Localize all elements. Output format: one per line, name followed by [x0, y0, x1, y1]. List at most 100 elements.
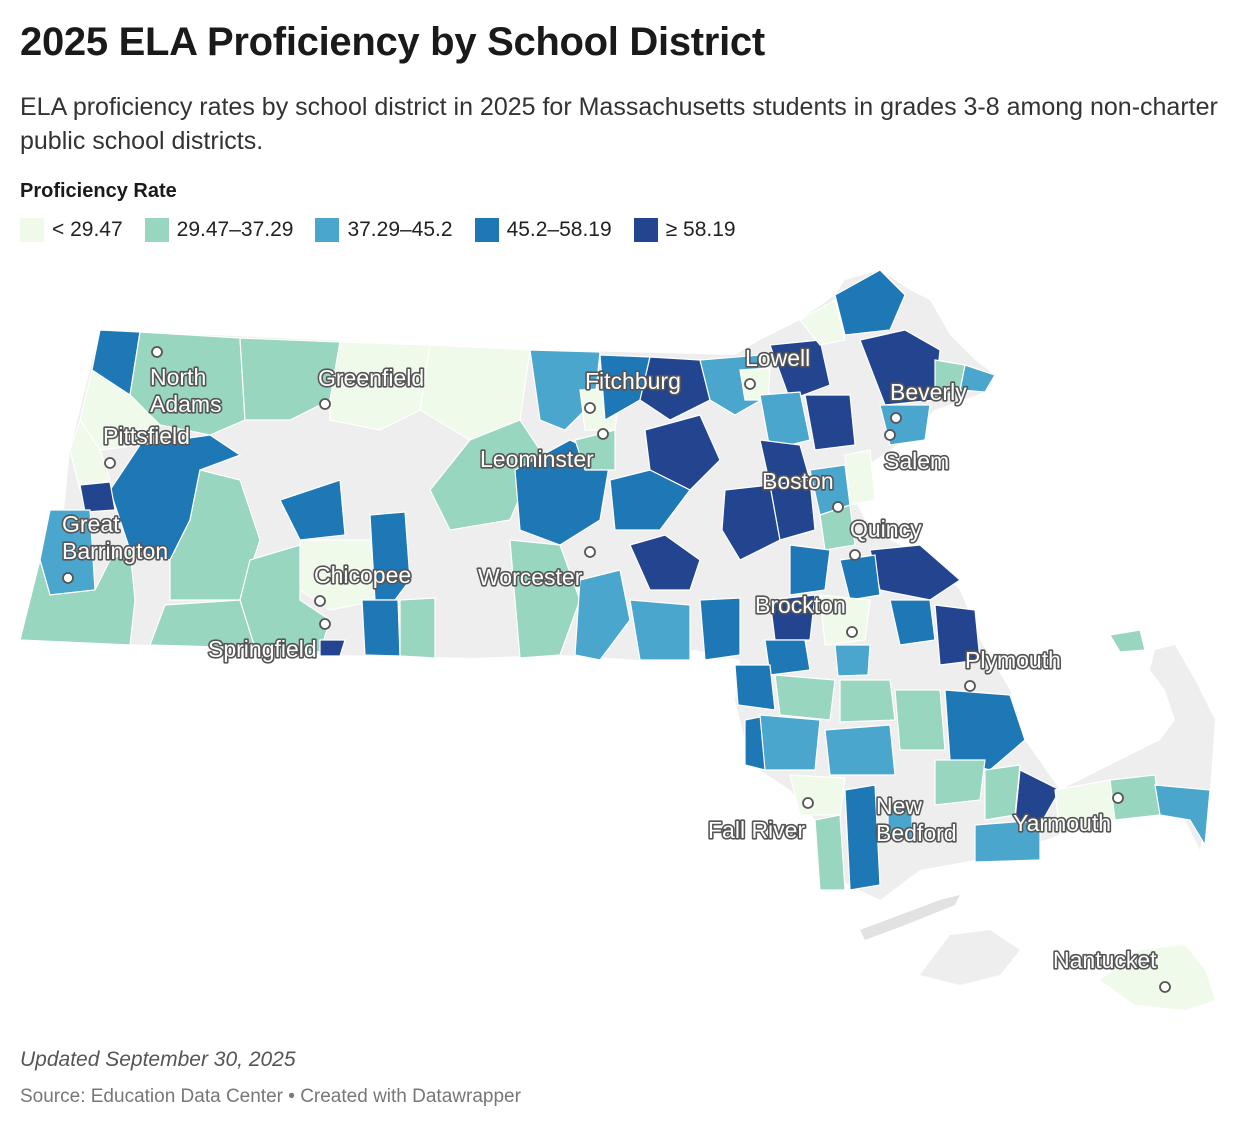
- city-label: Chicopee: [314, 562, 411, 588]
- legend-label: ≥ 58.19: [665, 218, 736, 241]
- district-region: [609, 469, 691, 531]
- legend-item-bin-3: 37.29–45.2: [315, 218, 453, 242]
- legend-item-bin-1: < 29.47: [20, 218, 123, 242]
- city-dot: [1112, 792, 1124, 804]
- legend-swatch: [633, 218, 658, 242]
- city-label: Worcester: [478, 564, 583, 590]
- district-regions: [19, 269, 1211, 891]
- city-lowell: Lowell: [743, 343, 812, 390]
- district-region: [79, 481, 116, 513]
- legend-label: 29.47–37.29: [176, 218, 294, 241]
- district-region: [944, 689, 1026, 771]
- district-region: [789, 774, 846, 816]
- city-salem: Salem: [882, 429, 951, 476]
- legend-label: 37.29–45.2: [347, 218, 453, 241]
- city-label: Plymouth: [965, 647, 1061, 673]
- district-region: [834, 269, 906, 336]
- city-label: Great Barrington: [62, 511, 168, 564]
- city-dot: [884, 429, 896, 441]
- nantucket-island: [1100, 945, 1215, 1010]
- city-markers: North Adams Greenfield Pittsfield Great Ba…: [60, 343, 1171, 993]
- elizabeth-islands: [860, 895, 960, 940]
- district-region: [769, 594, 816, 641]
- district-region: [279, 479, 346, 541]
- district-region: [889, 599, 936, 646]
- district-region: [399, 597, 436, 659]
- city-dot: [802, 797, 814, 809]
- city-quincy: Quincy: [848, 514, 924, 561]
- city-greenfield: Greenfield: [316, 363, 426, 410]
- legend-item-bin-4: 45.2–58.19: [474, 218, 612, 242]
- district-region: [429, 419, 541, 531]
- city-north-adams: North Adams: [148, 346, 223, 419]
- city-dot: [319, 618, 331, 630]
- district-region: [839, 679, 896, 723]
- city-dot: [744, 378, 756, 390]
- city-label: Quincy: [850, 516, 922, 542]
- district-region: [1014, 769, 1061, 826]
- city-label: Fall River: [708, 817, 805, 843]
- marthas-vineyard: [920, 930, 1020, 985]
- district-region: [759, 439, 811, 486]
- city-dot: [832, 501, 844, 513]
- city-worcester: Worcester: [476, 546, 596, 592]
- district-region: [799, 299, 846, 346]
- district-region: [764, 639, 811, 676]
- massachusetts-district-map: North Adams Greenfield Pittsfield Great Ba…: [19, 269, 1215, 1010]
- city-fitchburg: Fitchburg: [583, 366, 682, 414]
- district-region: [19, 549, 136, 646]
- district-region: [774, 674, 836, 721]
- city-label: Leominster: [480, 446, 594, 472]
- district-region: [361, 599, 401, 657]
- district-region: [759, 391, 811, 451]
- city-label: Yarmouth: [1013, 810, 1111, 836]
- district-region: [734, 664, 776, 711]
- legend: < 29.47 29.47–37.29 37.29–45.2 45.2–58.1…: [20, 218, 758, 242]
- city-leominster: Leominster: [478, 428, 609, 474]
- district-region: [699, 597, 741, 661]
- city-dot: [151, 346, 163, 358]
- district-region: [721, 484, 781, 561]
- city-label: Fitchburg: [585, 368, 681, 394]
- district-region: [574, 569, 631, 661]
- city-pittsfield: Pittsfield: [101, 421, 192, 469]
- city-dot: [890, 412, 902, 424]
- city-new-bedford: New Bedford: [874, 791, 958, 847]
- legend-swatch: [315, 218, 340, 242]
- source-credit: Source: Education Data Center • Created …: [20, 1086, 521, 1107]
- city-dot: [846, 626, 858, 638]
- legend-item-bin-2: 29.47–37.29: [144, 218, 294, 242]
- city-springfield: Springfield: [206, 618, 331, 664]
- city-dot: [62, 572, 74, 584]
- district-region: [844, 449, 876, 506]
- legend-label: < 29.47: [52, 218, 123, 241]
- updated-date: Updated September 30, 2025: [20, 1048, 296, 1071]
- city-plymouth: Plymouth: [963, 645, 1062, 692]
- city-dot: [964, 680, 976, 692]
- district-region: [1154, 784, 1211, 847]
- district-region: [239, 544, 331, 653]
- city-brockton: Brockton: [753, 590, 858, 638]
- city-dot: [875, 826, 887, 838]
- city-dot: [849, 549, 861, 561]
- district-region: [934, 604, 981, 666]
- chart-title: 2025 ELA Proficiency by School District: [20, 20, 765, 64]
- district-region: [844, 784, 881, 891]
- city-label: Boston: [762, 468, 834, 494]
- district-region: [319, 639, 346, 657]
- district-region: [804, 394, 856, 451]
- city-fall-river: Fall River: [706, 797, 814, 845]
- district-region: [934, 359, 966, 399]
- city-label: New Bedford: [876, 793, 957, 846]
- district-region: [839, 554, 881, 601]
- legend-swatch: [474, 218, 499, 242]
- city-label: Lowell: [745, 345, 810, 371]
- district-region: [887, 807, 913, 841]
- district-region: [769, 339, 831, 401]
- legend-swatch: [144, 218, 169, 242]
- district-region: [239, 337, 341, 421]
- district-region: [834, 644, 871, 677]
- district-region: [169, 469, 261, 601]
- city-label: Nantucket: [1053, 947, 1157, 973]
- district-region: [759, 714, 821, 771]
